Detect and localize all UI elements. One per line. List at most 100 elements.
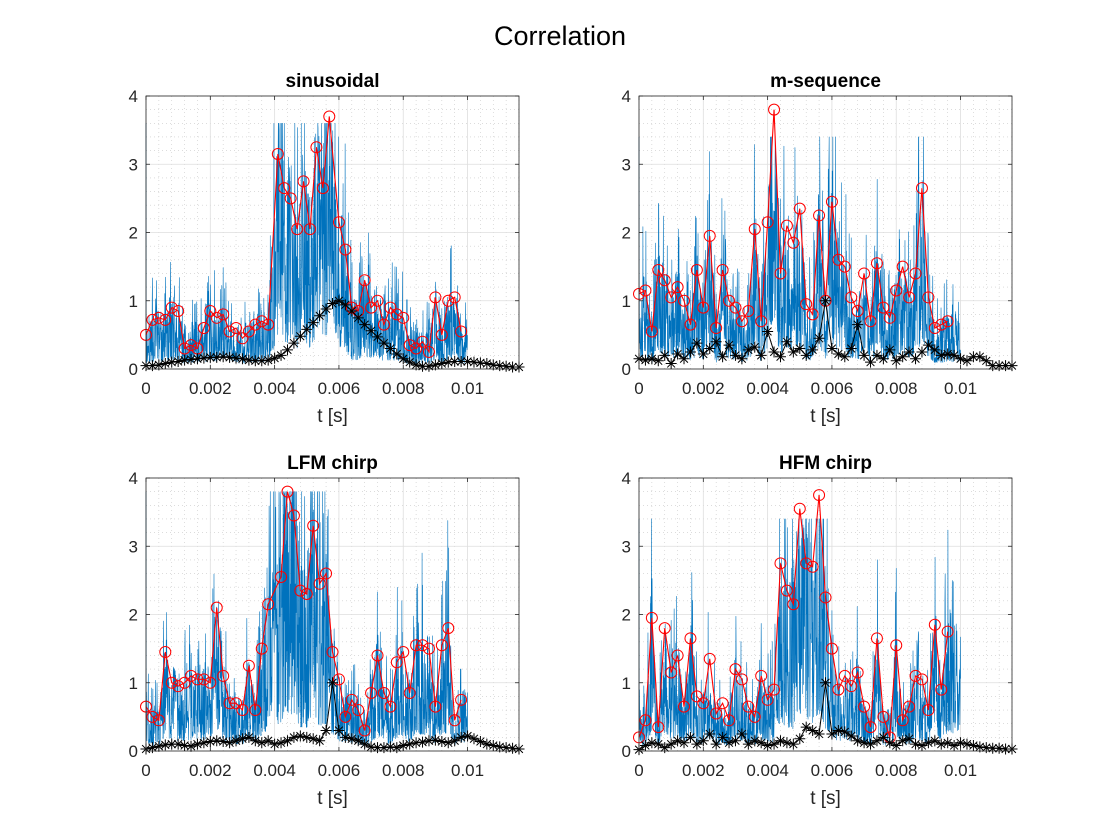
y-tick-label: 4 [622,469,631,488]
red-circle-marker [300,588,313,601]
black-asterisk-marker [346,305,358,317]
black-asterisk-marker [462,730,474,742]
red-circle-marker [935,318,948,331]
red-circle-marker [390,308,403,321]
red-circle-marker [384,700,397,713]
black-asterisk-marker [684,346,696,358]
black-asterisk-marker [987,742,999,754]
red-circle-marker [832,683,845,696]
subplot-title: sinusoidal [286,71,380,92]
black-asterisk-marker [365,325,377,337]
red-circle-marker [748,710,761,723]
red-circle-marker [806,308,819,321]
red-circle-marker [851,304,864,317]
subplot-lfm-chirp: 0 0.002 0.004 0.006 0.008 0.01 0 1 2 3 4 LFM chirp t… [129,453,525,809]
red-circle-marker [723,294,736,307]
red-circle-marker [159,313,172,326]
black-asterisk-marker [929,344,941,356]
black-asterisk-marker [146,742,158,754]
x-tick-label: 0.002 [682,761,725,780]
black-asterisk-marker [832,725,844,737]
black-asterisk-marker [269,352,281,364]
y-tick-label: 4 [622,87,631,106]
black-asterisk-marker [807,344,819,356]
red-circle-marker [761,693,774,706]
red-circle-marker [262,598,275,611]
x-tick-label: 0.006 [318,761,361,780]
y-tick-label: 1 [129,674,138,693]
black-asterisk-marker [320,725,332,737]
subplot-title: HFM chirp [779,453,872,474]
x-tick-label: 0.002 [682,379,725,398]
red-circle-marker [735,315,748,328]
black-asterisk-marker [436,735,448,747]
red-circle-marker [371,649,384,662]
red-circle-marker [864,721,877,734]
x-tick-label: 0 [141,379,150,398]
x-tick-label: 0.008 [382,379,425,398]
red-circle-marker [716,264,729,277]
black-asterisk-marker [185,353,197,365]
black-asterisk-marker [224,351,236,363]
red-circle-marker [883,311,896,324]
x-tick-label: 0.008 [875,761,918,780]
black-asterisk-marker [845,730,857,742]
red-circle-marker [671,281,684,294]
black-asterisk-marker [910,738,922,750]
subplot-hfm-chirp: 0 0.002 0.004 0.006 0.008 0.01 0 1 2 3 4 HFM chirp t… [622,453,1018,809]
black-asterisk-marker [987,360,999,372]
red-circle-marker [922,704,935,717]
x-axis-label: t [s] [810,406,841,427]
red-circle-marker [935,683,948,696]
red-circle-marker [723,714,736,727]
red-circle-marker [223,697,236,710]
red-circle-marker [442,294,455,307]
red-circle-marker [729,663,742,676]
red-circle-marker [217,669,230,682]
red-circle-marker [422,345,435,358]
black-asterisk-marker [230,352,242,364]
black-asterisk-marker [729,735,741,747]
black-asterisk-marker [813,728,825,740]
red-circle-marker [278,182,291,195]
red-circle-marker [645,611,658,624]
red-circle-marker [755,315,768,328]
black-asterisk-marker [275,737,287,749]
black-asterisk-marker [275,349,287,361]
black-asterisk-marker [236,733,248,745]
black-asterisk-marker [417,360,429,372]
red-circle-marker [890,284,903,297]
red-circle-marker [172,680,185,693]
black-asterisk-marker [749,735,761,747]
black-asterisk-marker [935,738,947,750]
red-circle-marker [410,639,423,652]
black-asterisk-marker [172,355,184,367]
red-circle-marker [249,704,262,717]
red-circle-marker [909,669,922,682]
black-asterisk-marker [684,731,696,743]
red-circle-marker [165,676,178,689]
black-asterisk-marker [717,731,729,743]
red-circle-marker [748,223,761,236]
black-asterisk-marker [474,357,486,369]
red-circle-marker [455,325,468,338]
black-asterisk-marker [948,740,960,752]
x-tick-label: 0 [141,761,150,780]
red-circle-marker [665,291,678,304]
black-asterisk-marker [191,738,203,750]
red-circle-marker [230,322,243,335]
black-asterisk-marker [807,725,819,737]
red-circle-marker [365,301,378,314]
black-asterisk-marker [903,733,915,745]
black-asterisk-marker [755,737,767,749]
red-circle-marker [915,673,928,686]
black-asterisk-marker [794,343,806,355]
y-tick-label: 3 [129,537,138,556]
red-circle-marker [800,298,813,311]
red-circle-marker [310,141,323,154]
black-asterisk-marker [487,359,499,371]
black-asterisk-marker [294,730,306,742]
red-circle-marker [313,577,326,590]
red-circle-marker [178,676,191,689]
y-tick-label: 0 [129,360,138,379]
